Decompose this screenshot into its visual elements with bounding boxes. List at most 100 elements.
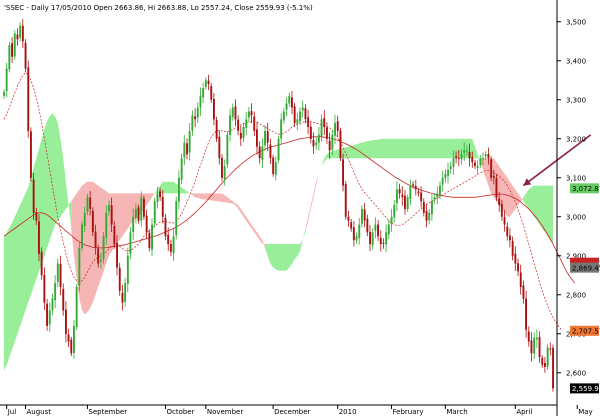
candle	[54, 275, 57, 309]
candle	[344, 180, 347, 220]
candle	[256, 121, 258, 155]
candle	[463, 142, 466, 161]
x-tick-label: Jul	[7, 408, 17, 416]
candle-body	[210, 86, 213, 100]
candle	[544, 357, 546, 373]
candle	[533, 332, 536, 359]
candle	[428, 209, 431, 224]
candle-body	[266, 131, 269, 143]
candle	[73, 320, 75, 359]
candle-body	[363, 209, 366, 221]
candle-body	[16, 34, 19, 40]
candle-body	[75, 286, 78, 328]
candle-body	[70, 339, 73, 354]
candle	[156, 186, 159, 209]
candle	[535, 329, 538, 348]
x-tick-label: October	[166, 408, 194, 416]
candle	[151, 218, 153, 257]
candlesticks	[3, 19, 554, 392]
candle-body	[242, 127, 245, 138]
candle	[495, 174, 498, 201]
candle-body	[436, 193, 439, 198]
candle	[38, 214, 40, 262]
candle-body	[27, 67, 30, 131]
candle	[452, 150, 455, 175]
candle	[43, 267, 46, 310]
candle-body	[498, 198, 501, 205]
candle	[431, 194, 433, 221]
candle	[506, 222, 509, 241]
candle	[509, 228, 511, 248]
candle	[164, 213, 167, 241]
candle	[40, 247, 43, 280]
candle-body	[428, 212, 431, 221]
candle-body	[326, 127, 328, 139]
candle	[137, 204, 140, 224]
candle-body	[449, 166, 452, 170]
candle-body	[54, 283, 57, 301]
candle	[186, 138, 188, 160]
candle	[91, 207, 94, 237]
candle-body	[97, 248, 100, 264]
candle	[296, 112, 299, 131]
candle-body	[194, 116, 196, 120]
candle-body	[202, 88, 205, 98]
candle-body	[161, 196, 164, 217]
candle-body	[183, 142, 186, 158]
candle-body	[544, 363, 546, 367]
candle-body	[291, 97, 293, 108]
candle-body	[482, 158, 484, 160]
candle-body	[91, 210, 94, 233]
candle-body	[317, 134, 320, 143]
y-tick-label: 2,600	[566, 369, 586, 377]
candle	[530, 332, 533, 362]
candle	[126, 247, 129, 292]
candle	[323, 110, 326, 135]
candle	[194, 108, 196, 128]
candle-body	[522, 285, 525, 299]
candle	[86, 193, 89, 216]
candle	[301, 100, 304, 118]
price-level-label: 2,869.45	[572, 264, 600, 272]
candle	[159, 187, 161, 201]
candle-body	[204, 80, 207, 87]
candle-body	[398, 189, 401, 194]
price-level-markers: 3,072.872,882.222,869.452,707.572,559.93	[570, 183, 600, 394]
price-level-label: 2,559.93	[572, 385, 600, 393]
candle-body	[288, 95, 291, 104]
candle-body	[8, 45, 11, 70]
candle-body	[86, 197, 89, 212]
candle	[522, 280, 525, 304]
candle	[511, 236, 514, 261]
candle-body	[455, 156, 458, 159]
candle-body	[506, 226, 509, 237]
candle-body	[304, 108, 307, 120]
candle	[498, 192, 501, 212]
candle	[379, 230, 382, 252]
moving-averages	[3, 72, 575, 330]
candle	[320, 114, 323, 142]
candle	[32, 172, 35, 220]
candle-body	[377, 224, 379, 237]
candle	[377, 220, 379, 241]
candle	[129, 227, 132, 260]
candle	[479, 155, 482, 169]
candle-body	[487, 154, 490, 159]
candle	[99, 252, 102, 269]
candle	[11, 37, 13, 63]
candle	[132, 208, 135, 241]
candle	[291, 90, 293, 115]
x-tick-label: November	[207, 408, 244, 416]
price-level-marker: 2,559.93	[570, 383, 600, 394]
candle	[350, 218, 353, 232]
candle-body	[444, 173, 447, 179]
candle	[105, 205, 108, 245]
candle	[8, 42, 11, 73]
candle-body	[484, 154, 487, 157]
candle	[116, 235, 118, 276]
price-level-badge	[570, 325, 599, 336]
candle	[449, 161, 452, 174]
candle	[229, 108, 231, 142]
candle	[371, 228, 374, 250]
